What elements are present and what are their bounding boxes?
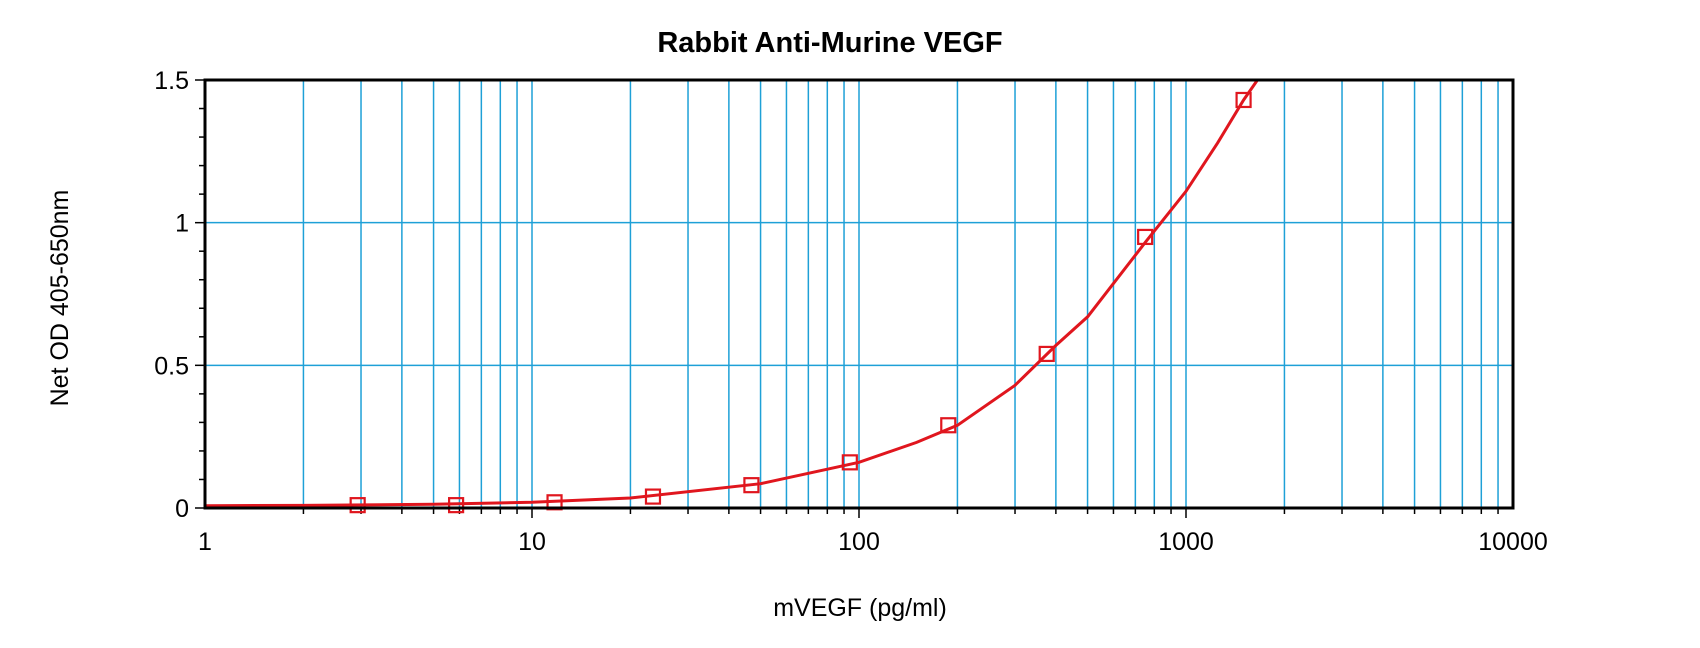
data-point	[1137, 228, 1154, 246]
x-tick-label: 1000	[1158, 528, 1214, 556]
data-point	[644, 488, 662, 505]
plot-frame	[203, 78, 1515, 510]
data-point	[940, 417, 957, 434]
data-point	[743, 477, 760, 494]
fit-curve-layer	[205, 80, 1260, 508]
data-point	[1235, 91, 1252, 109]
data-point	[1038, 345, 1055, 363]
x-axis-title: mVEGF (pg/ml)	[773, 594, 947, 622]
y-tick-label: 1.5	[154, 67, 189, 95]
y-tick-label: 0.5	[154, 352, 189, 380]
chart-title: Rabbit Anti-Murine VEGF	[657, 27, 1002, 59]
grid	[205, 80, 1513, 508]
fit-curve	[205, 80, 1260, 508]
y-axis-ticks: 0 0.5 1 1.5	[154, 67, 189, 523]
x-axis-ticks: 1 10 100 1000 10000	[198, 528, 1548, 556]
y-axis-title: Net OD 405-650nm	[46, 190, 74, 407]
x-tick-label: 100	[838, 528, 880, 556]
x-tick-label: 10	[518, 528, 546, 556]
x-tick-label: 1	[198, 528, 212, 556]
data-points	[349, 91, 1252, 514]
data-point	[841, 454, 858, 471]
y-tick-label: 1	[175, 210, 189, 238]
data-point	[448, 497, 465, 514]
x-tick-label: 10000	[1478, 528, 1548, 556]
data-point	[349, 497, 366, 514]
y-tick-label: 0	[175, 495, 189, 523]
